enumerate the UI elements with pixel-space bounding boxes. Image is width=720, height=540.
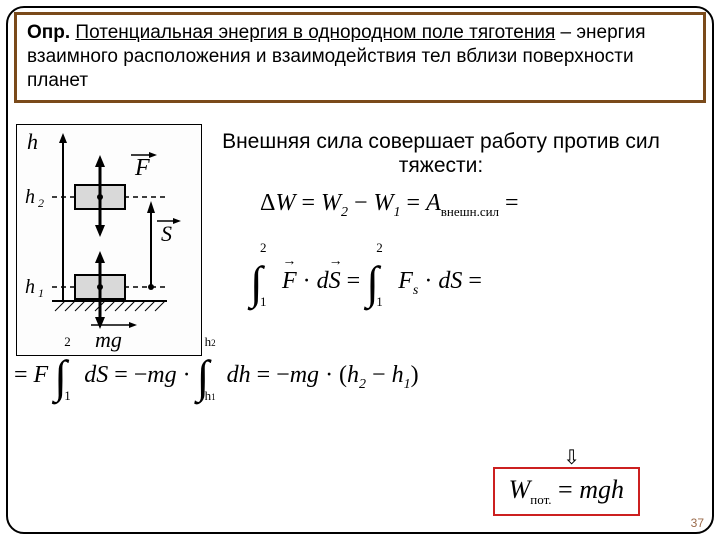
result-box: Wпот. = mgh	[493, 467, 640, 516]
formula-line3: = F ∫ 2 1 dS = −mg · ∫ h2 h1 dh = −mg · …	[14, 340, 714, 393]
svg-text:2: 2	[38, 196, 44, 210]
definition-box: Опр. Потенциальная энергия в однородном …	[14, 12, 706, 103]
formula-line2: ∫ 2 1 F · dS = ∫ 2 1 Fs · dS =	[250, 246, 482, 299]
svg-text:F: F	[134, 155, 150, 181]
def-term: Потенциальная энергия в однородном поле …	[75, 22, 555, 43]
page-number: 37	[691, 516, 704, 530]
svg-text:1: 1	[38, 286, 44, 300]
svg-text:S: S	[161, 221, 172, 246]
def-prefix: Опр.	[27, 22, 70, 43]
diagram-svg: h h 1 h 2 F S mg	[17, 125, 203, 357]
formula-line1: ΔΔWW = W2 − W1 = Aвнешн.сил =	[260, 190, 519, 221]
svg-text:h: h	[25, 276, 35, 298]
result-rhs: mgh	[579, 475, 624, 504]
diagram: h h 1 h 2 F S mg	[16, 124, 202, 356]
result-sub: пот.	[530, 492, 551, 507]
result-W: W	[509, 475, 531, 504]
work-statement: Внешняя сила совершает работу против сил…	[206, 130, 676, 178]
svg-text:h: h	[25, 186, 35, 208]
svg-text:h: h	[27, 129, 38, 154]
